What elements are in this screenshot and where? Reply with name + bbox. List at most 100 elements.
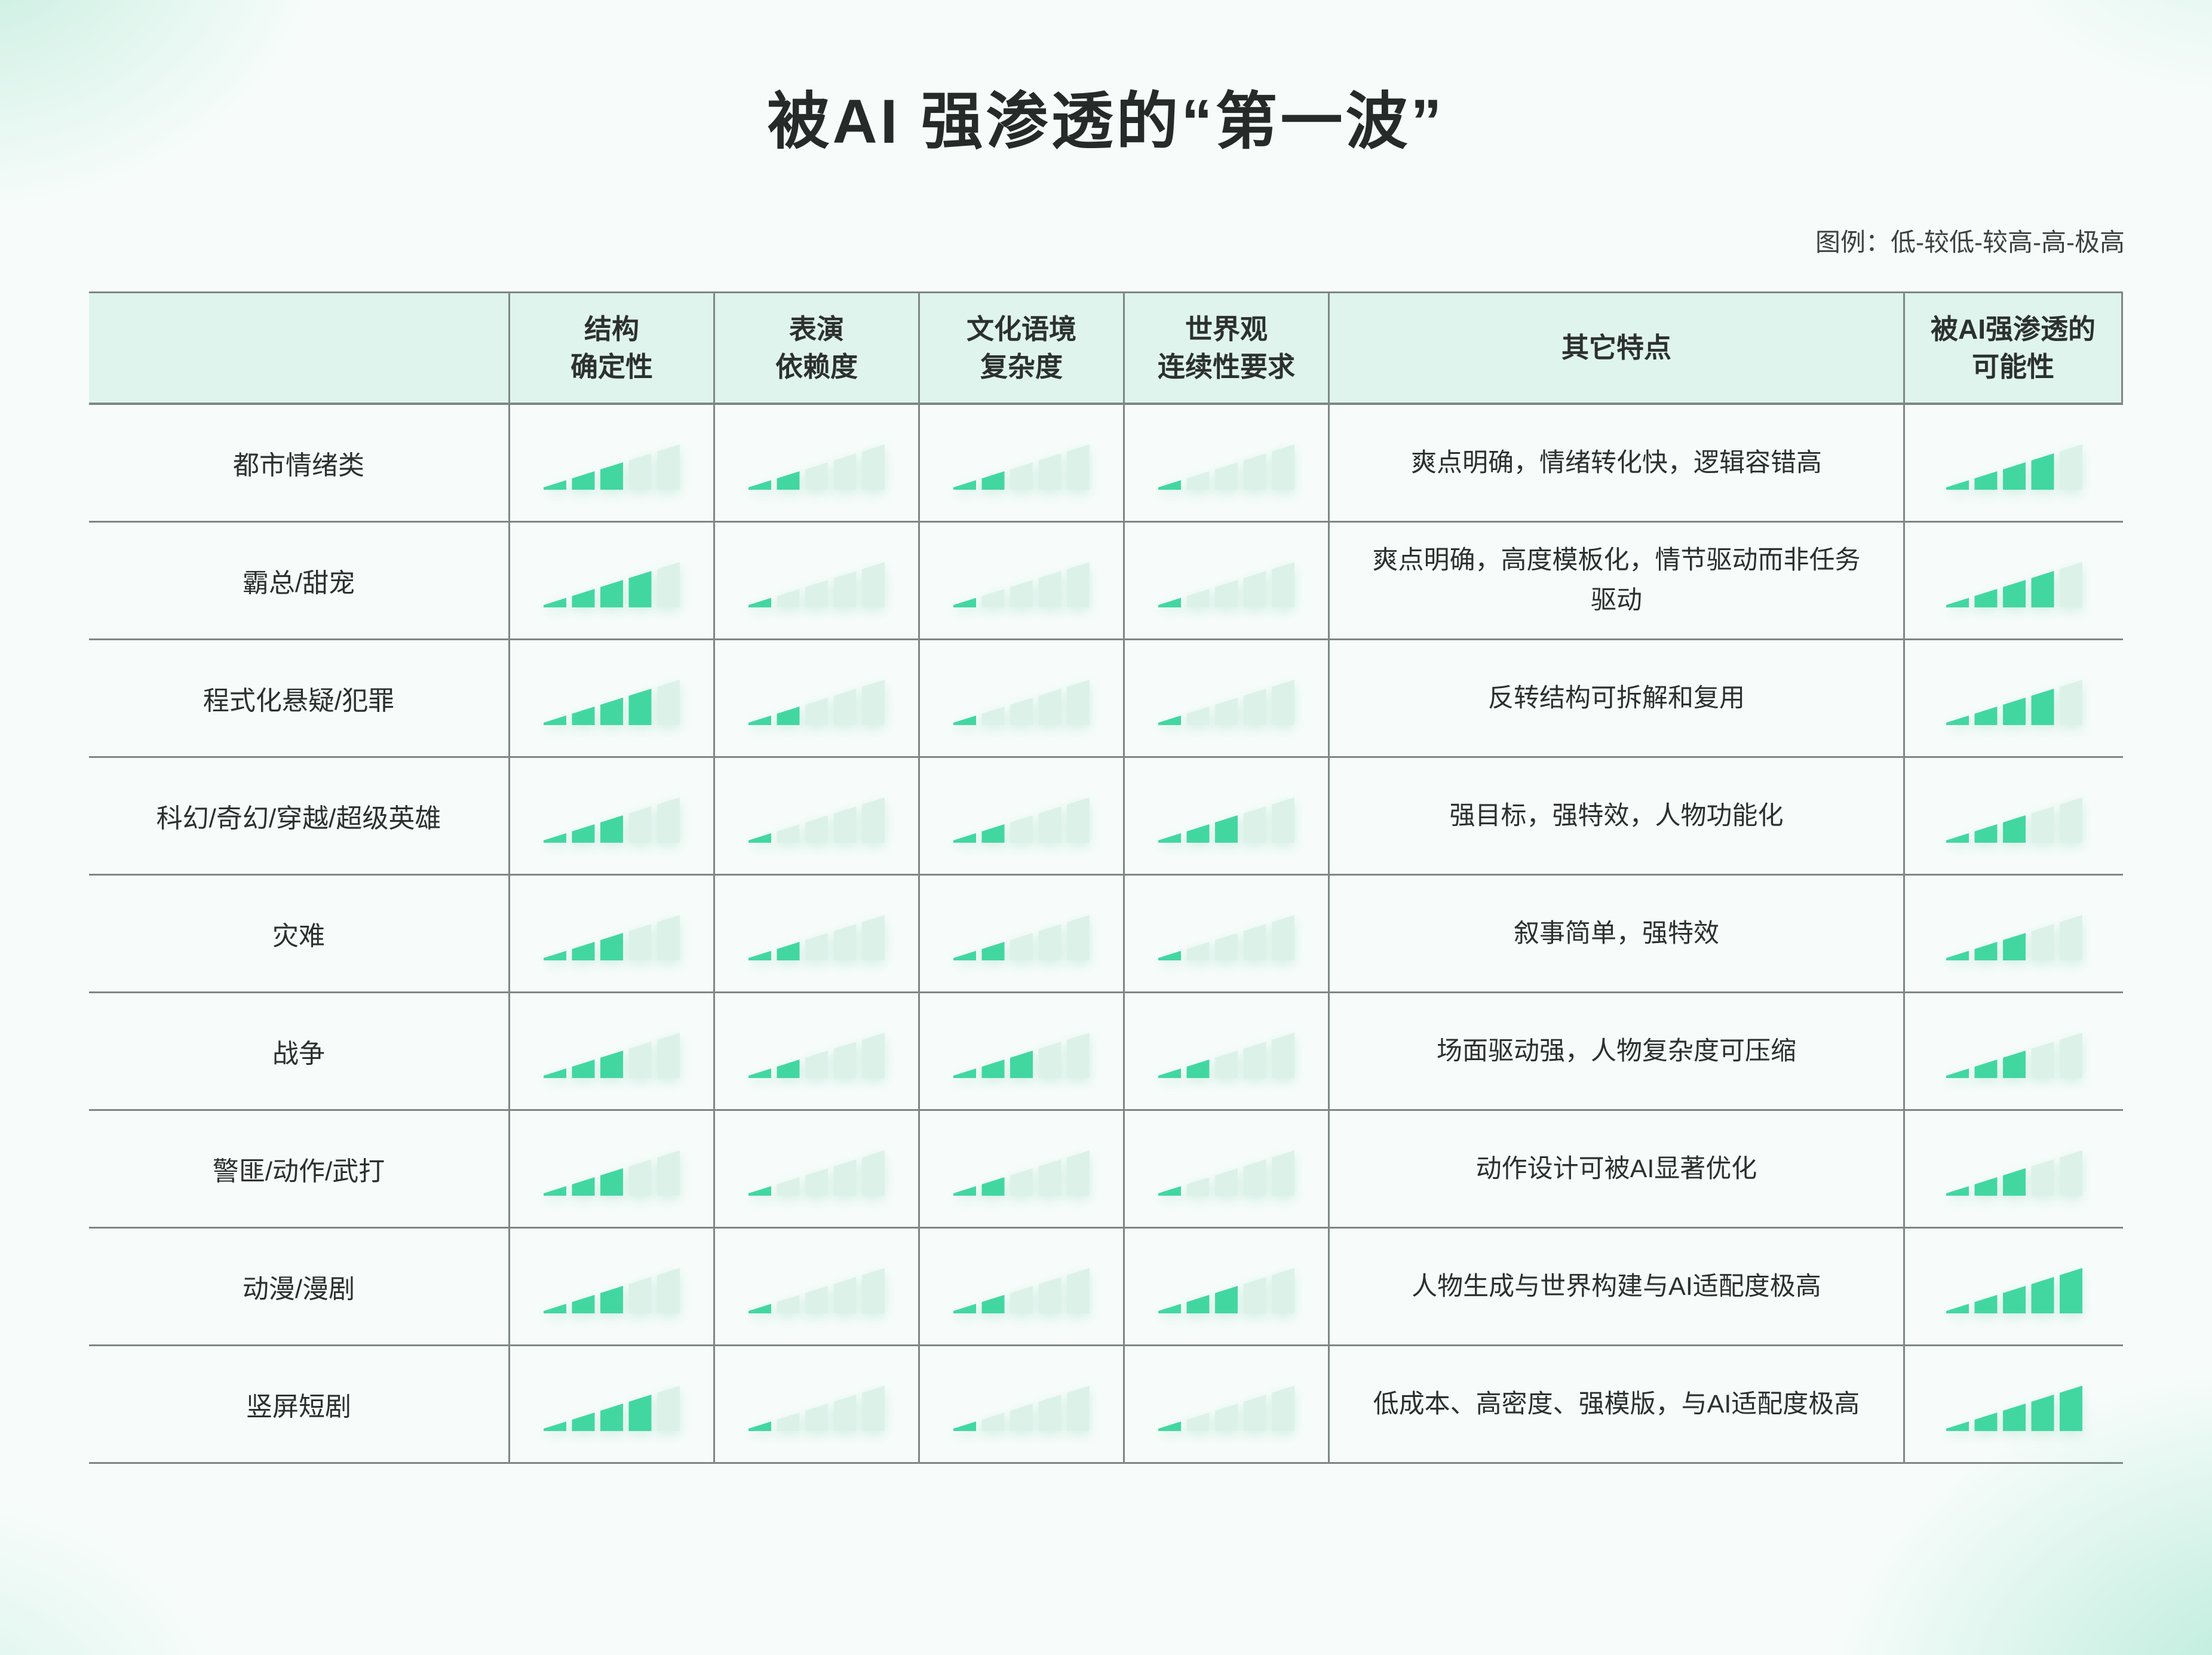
rating-cell-worldview_continuity [1125,758,1330,876]
rating-bars-icon [544,562,680,607]
rating-cell-cultural_context_complexity [920,993,1125,1111]
rating-cell-performance_dependency [715,640,920,758]
rating-cell-performance_dependency [715,758,920,876]
rating-cell-performance_dependency [715,993,920,1111]
rating-cell-worldview_continuity [1125,993,1330,1111]
genre-label-cell: 战争 [89,993,510,1111]
rating-bars-icon [544,797,680,843]
genre-label-cell: 动漫/漫剧 [89,1229,510,1346]
rating-bars-icon [953,680,1090,725]
genre-label-cell: 霸总/甜宠 [89,523,510,640]
rating-bars-icon [953,444,1090,490]
rating-bars-icon [544,680,680,725]
rating-bars-icon [1158,680,1294,725]
rating-bars-icon [748,797,885,843]
rating-bars-icon [1946,797,2082,843]
other-traits-cell: 爽点明确，情绪转化快，逻辑容错高 [1330,405,1905,523]
column-header-line: 被AI强渗透的 [1931,314,2096,345]
other-traits-cell: 爽点明确，高度模板化，情节驱动而非任务驱动 [1330,523,1905,640]
rating-cell-performance_dependency [715,876,920,993]
column-header-cultural_context_complexity: 文化语境 复杂度 [920,291,1125,405]
rating-cell-performance_dependency [715,1346,920,1464]
other-traits-cell: 场面驱动强，人物复杂度可压缩 [1330,993,1905,1111]
rating-cell-cultural_context_complexity [920,876,1125,993]
rating-cell-ai_penetration [1905,523,2123,640]
rating-cell-ai_penetration [1905,876,2123,993]
rating-bars-icon [748,1386,885,1431]
genre-label: 灾难 [272,922,325,951]
column-header-line: 世界观 [1185,314,1268,345]
rating-cell-cultural_context_complexity [920,758,1125,876]
rating-cell-cultural_context_complexity [920,1346,1125,1464]
rating-bars-icon [1158,444,1294,490]
genre-label: 警匪/动作/武打 [212,1157,385,1186]
column-header-genre [89,291,510,405]
rating-cell-ai_penetration [1905,1111,2123,1229]
rating-cell-worldview_continuity [1125,1346,1330,1464]
rating-bars-icon [748,444,885,490]
other-traits-cell: 强目标，强特效，人物功能化 [1330,758,1905,876]
rating-bars-icon [1158,915,1294,960]
column-header-line: 结构 [584,314,639,345]
genre-label: 动漫/漫剧 [242,1275,355,1304]
column-header-line: 文化语境 [967,314,1076,345]
rating-bars-icon [953,1150,1090,1196]
rating-cell-structure_certainty [510,640,715,758]
rating-cell-worldview_continuity [1125,405,1330,523]
rating-bars-icon [1946,915,2082,960]
column-header-line: 确定性 [570,351,653,382]
rating-bars-icon [1946,1268,2082,1313]
genre-label: 程式化悬疑/犯罪 [203,686,395,716]
genre-label-cell: 竖屏短剧 [89,1346,510,1464]
rating-cell-ai_penetration [1905,758,2123,876]
column-header-performance_dependency: 表演 依赖度 [715,291,920,405]
column-header-structure_certainty: 结构 确定性 [510,291,715,405]
rating-cell-worldview_continuity [1125,1111,1330,1229]
page-title: 被AI 强渗透的“第一波” [767,87,1445,156]
rating-bars-icon [953,797,1090,843]
column-header-line: 其它特点 [1561,332,1671,364]
column-header-ai_penetration: 被AI强渗透的 可能性 [1905,291,2123,405]
rating-bars-icon [953,1386,1090,1431]
other-traits-cell: 人物生成与世界构建与AI适配度极高 [1330,1229,1905,1346]
rating-cell-performance_dependency [715,523,920,640]
other-traits-text: 爽点明确，高度模板化，情节驱动而非任务驱动 [1372,546,1861,615]
rating-bars-icon [748,680,885,725]
genre-ai-penetration-table: 结构 确定性 表演 依赖度 文化语境 复杂度 世界观 连续性要求 其它特点 被AI强渗透的 可能性都… [89,291,2123,1464]
rating-cell-worldview_continuity [1125,640,1330,758]
rating-cell-cultural_context_complexity [920,523,1125,640]
rating-bars-icon [1946,1150,2082,1196]
rating-bars-icon [544,1268,680,1313]
rating-bars-icon [748,915,885,960]
rating-bars-icon [1158,1033,1294,1078]
rating-bars-icon [953,915,1090,960]
other-traits-text: 动作设计可被AI显著优化 [1475,1154,1757,1183]
other-traits-text: 强目标，强特效，人物功能化 [1449,801,1784,830]
rating-cell-ai_penetration [1905,1346,2123,1464]
rating-cell-ai_penetration [1905,993,2123,1111]
rating-cell-structure_certainty [510,876,715,993]
other-traits-text: 低成本、高密度、强模版，与AI适配度极高 [1373,1389,1860,1418]
rating-bars-icon [1158,562,1294,607]
other-traits-cell: 动作设计可被AI显著优化 [1330,1111,1905,1229]
rating-bars-icon [1946,1033,2082,1078]
genre-label-cell: 灾难 [89,876,510,993]
rating-cell-worldview_continuity [1125,523,1330,640]
other-traits-cell: 叙事简单，强特效 [1330,876,1905,993]
rating-bars-icon [1946,444,2082,490]
column-header-worldview_continuity: 世界观 连续性要求 [1125,291,1330,405]
other-traits-text: 爽点明确，情绪转化快，逻辑容错高 [1411,448,1822,477]
genre-label: 竖屏短剧 [246,1392,351,1421]
rating-cell-structure_certainty [510,1111,715,1229]
rating-cell-structure_certainty [510,993,715,1111]
genre-label: 都市情绪类 [233,451,364,480]
genre-label-cell: 科幻/奇幻/穿越/超级英雄 [89,758,510,876]
genre-label: 战争 [272,1039,325,1068]
rating-cell-structure_certainty [510,1346,715,1464]
rating-bars-icon [1946,680,2082,725]
genre-label: 科幻/奇幻/穿越/超级英雄 [156,804,441,833]
rating-bars-icon [748,562,885,607]
rating-cell-performance_dependency [715,1229,920,1346]
rating-bars-icon [953,1033,1090,1078]
